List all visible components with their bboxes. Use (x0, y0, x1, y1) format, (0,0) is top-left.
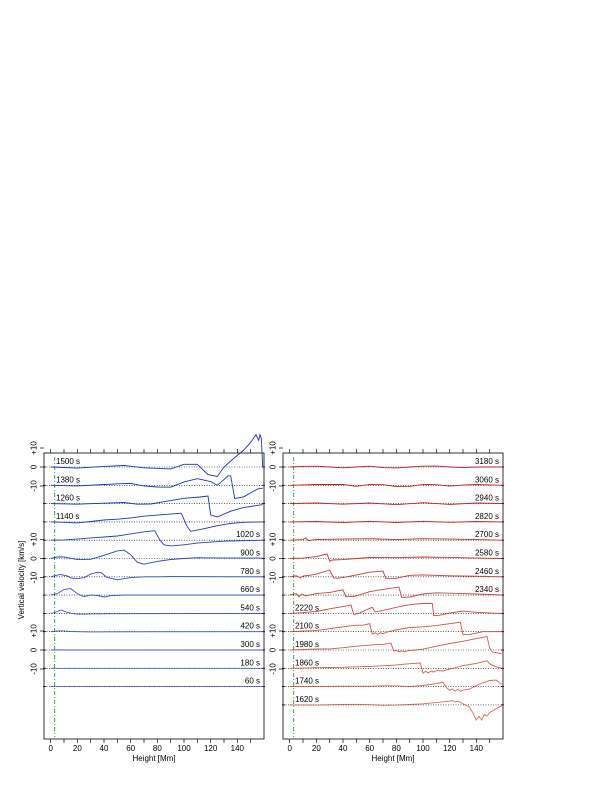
time-label: 1620 s (295, 695, 319, 704)
x-tick-label: 0 (48, 744, 53, 753)
x-tick-label: 80 (392, 744, 401, 753)
series-line (289, 679, 502, 692)
x-tick-label: 0 (287, 744, 292, 753)
y-tick-label: -10 (29, 571, 38, 583)
series-line (289, 636, 502, 655)
time-label: 300 s (240, 640, 260, 649)
time-label: 1860 s (295, 658, 319, 667)
x-tick-label: 100 (177, 744, 191, 753)
x-tick-label: 60 (365, 744, 374, 753)
time-label: 420 s (240, 622, 260, 631)
time-label: 2460 s (475, 567, 499, 576)
series-line (289, 502, 502, 506)
y-tick-label: +10 (268, 441, 277, 455)
y-axis-title: Vertical velocity [km/s] (17, 541, 26, 620)
x-tick-label: 80 (153, 744, 162, 753)
time-label: 660 s (240, 585, 260, 594)
series-line (50, 512, 263, 532)
panel-frame (43, 452, 265, 740)
series-line (50, 475, 263, 500)
x-tick-label: 40 (100, 744, 109, 753)
time-label: 1020 s (236, 530, 260, 539)
y-tick-label: -10 (268, 571, 277, 583)
x-tick-label: 140 (231, 744, 245, 753)
series-line (50, 571, 263, 581)
series-line (289, 520, 502, 523)
time-label: 780 s (240, 567, 260, 576)
y-tick-label: 0 (268, 556, 277, 561)
y-tick-label: 0 (268, 647, 277, 652)
time-label: 3060 s (475, 475, 499, 484)
y-tick-label: +10 (29, 532, 38, 546)
time-label: 900 s (240, 549, 260, 558)
series-line (50, 433, 264, 477)
panel-right: 0 20 40 60 80 100 120 140 Height [Mm] +10 0 -10 +10 0… (268, 441, 504, 763)
series-line (50, 609, 263, 615)
series-line (289, 586, 502, 598)
time-label: 2820 s (475, 512, 499, 521)
y-tick-label: +10 (29, 441, 38, 455)
x-tick-label: 40 (339, 744, 348, 753)
y-tick-label: 0 (29, 647, 38, 652)
series-line (50, 549, 263, 565)
time-label: 2220 s (295, 603, 319, 612)
panel-left: 0 20 40 60 80 100 120 140 Height [Mm] +10 0 -10 +10 0… (29, 433, 265, 763)
series-line (289, 465, 502, 469)
time-label: 2100 s (295, 622, 319, 631)
x-tick-label: 20 (73, 744, 82, 753)
y-tick-label: +10 (268, 624, 277, 638)
series-line (289, 660, 502, 674)
series-line (50, 630, 263, 633)
series-line (289, 700, 502, 721)
x-tick-label: 140 (470, 744, 484, 753)
x-axis-title: Height [Mm] (371, 754, 414, 763)
y-tick-label: -10 (29, 663, 38, 675)
x-axis-title: Height [Mm] (132, 754, 175, 763)
time-label: 60 s (245, 677, 260, 686)
x-tick-label: 60 (126, 744, 135, 753)
y-tick-label: +10 (29, 624, 38, 638)
time-label: 1980 s (295, 640, 319, 649)
time-label: 1380 s (56, 475, 80, 484)
y-tick-label: 0 (268, 464, 277, 469)
series-line (289, 553, 502, 562)
series-line (289, 621, 502, 636)
panels: 0 20 40 60 80 100 120 140 Height [Mm] +10 0 -10 +10 0… (29, 433, 504, 763)
x-tick-label: 120 (204, 744, 218, 753)
y-tick-label: +10 (268, 532, 277, 546)
time-label: 2700 s (475, 530, 499, 539)
series-line (289, 569, 502, 579)
time-label: 540 s (240, 603, 260, 612)
x-tick-label: 120 (443, 744, 457, 753)
time-label: 2340 s (475, 585, 499, 594)
x-tick-label: 20 (312, 744, 321, 753)
y-tick-label: 0 (29, 556, 38, 561)
time-label: 1140 s (56, 512, 79, 521)
panel-frame (282, 452, 504, 740)
series-line (289, 603, 502, 617)
series-line (289, 483, 502, 488)
y-tick-label: -10 (268, 480, 277, 492)
time-label: 3180 s (475, 457, 499, 466)
time-label: 1500 s (56, 457, 80, 466)
series-line (50, 588, 263, 598)
series-line (50, 530, 263, 547)
time-label: 1740 s (295, 677, 319, 686)
time-label: 180 s (240, 658, 260, 667)
x-tick-label: 100 (416, 744, 430, 753)
time-label: 2580 s (475, 549, 499, 558)
y-tick-label: -10 (29, 480, 38, 492)
series-line (289, 537, 502, 542)
time-label: 2940 s (475, 494, 499, 503)
y-tick-label: 0 (29, 464, 38, 469)
series-line (50, 495, 263, 518)
time-label: 1260 s (56, 494, 80, 503)
y-tick-label: -10 (268, 663, 277, 675)
